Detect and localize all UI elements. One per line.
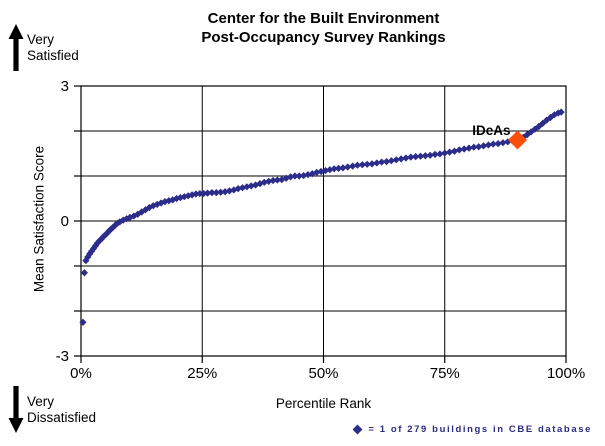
highlight-diamond bbox=[508, 130, 527, 150]
data-point-diamond bbox=[273, 176, 282, 184]
data-point-diamond bbox=[382, 158, 391, 166]
data-point-diamond bbox=[436, 150, 444, 158]
data-point-diamond bbox=[256, 180, 264, 188]
y-tick-label: 0 bbox=[61, 213, 69, 230]
data-point-diamond bbox=[203, 189, 212, 197]
chart-title-line2: Post-Occupancy Survey Rankings bbox=[201, 29, 446, 46]
y-tick-label: 3 bbox=[61, 78, 69, 95]
data-point-diamond bbox=[334, 164, 343, 172]
data-point-diamond bbox=[300, 171, 308, 180]
data-point-diamond bbox=[455, 146, 463, 154]
data-point-diamond bbox=[557, 108, 565, 116]
data-point-diamond bbox=[470, 143, 478, 151]
data-point-diamond bbox=[504, 138, 512, 146]
data-point-diamond bbox=[368, 160, 376, 168]
data-point-diamond bbox=[446, 148, 454, 156]
data-point-diamond bbox=[494, 140, 502, 148]
data-point-diamond bbox=[402, 154, 410, 162]
data-point-diamond bbox=[349, 162, 357, 170]
data-point-diamond bbox=[489, 140, 497, 148]
data-point-diamond bbox=[426, 151, 434, 159]
data-point-diamond bbox=[378, 158, 386, 166]
data-point-diamond bbox=[363, 160, 371, 168]
data-point-diamond bbox=[278, 176, 286, 184]
data-point-diamond bbox=[196, 189, 204, 198]
data-point-diamond bbox=[550, 111, 558, 119]
highlight-label: IDeAs bbox=[472, 123, 510, 138]
very-dissatisfied-line1: Very bbox=[27, 393, 55, 409]
data-point-diamond bbox=[392, 156, 400, 164]
x-tick-label: 75% bbox=[430, 365, 460, 382]
data-point-diamond bbox=[282, 174, 290, 182]
data-point-diamond bbox=[217, 188, 225, 196]
y-tick-label: -3 bbox=[56, 348, 69, 365]
data-point-diamond bbox=[441, 149, 449, 157]
legend: = 1 of 279 buildings in CBE database bbox=[352, 424, 592, 435]
data-point-diamond bbox=[260, 178, 268, 186]
data-point-diamond bbox=[465, 144, 473, 152]
very-satisfied-annotation: Very Satisfied bbox=[8, 24, 79, 71]
data-point-diamond bbox=[286, 173, 295, 181]
data-point-diamond bbox=[79, 318, 87, 326]
data-point-diamond bbox=[387, 157, 395, 165]
data-point-diamond bbox=[412, 153, 420, 161]
data-point-diamond bbox=[397, 155, 405, 163]
data-point-diamond bbox=[80, 269, 88, 277]
data-point-diamond bbox=[313, 168, 321, 176]
data-point-diamond bbox=[295, 172, 303, 180]
down-arrow-icon bbox=[8, 386, 24, 433]
data-point-diamond bbox=[460, 145, 468, 153]
data-point-diamond bbox=[407, 153, 415, 161]
data-point-diamond bbox=[539, 119, 547, 127]
data-point-diamond bbox=[82, 257, 90, 265]
x-tick-label: 25% bbox=[187, 365, 217, 382]
y-axis-title: Mean Satisfaction Score bbox=[31, 145, 47, 293]
data-point-diamond bbox=[416, 152, 425, 160]
data-point-diamond bbox=[373, 159, 381, 167]
data-point-diamond bbox=[546, 113, 555, 122]
chart-title: Center for the Built Environment Post-Oc… bbox=[81, 9, 566, 47]
data-point-diamond bbox=[208, 189, 216, 197]
very-dissatisfied-line2: Dissatisfied bbox=[27, 409, 97, 425]
data-point-diamond bbox=[479, 142, 488, 150]
data-point-diamond bbox=[212, 189, 220, 197]
data-point-diamond bbox=[252, 181, 260, 189]
data-point-diamond bbox=[475, 143, 483, 151]
chart-title-line1: Center for the Built Environment bbox=[207, 10, 440, 27]
data-point-diamond bbox=[353, 161, 362, 169]
data-point-diamond bbox=[421, 152, 429, 160]
data-point-diamond bbox=[543, 116, 551, 124]
data-point-diamond bbox=[330, 165, 338, 173]
data-point-diamond bbox=[431, 150, 439, 158]
data-point-diamond bbox=[339, 164, 347, 172]
data-point-diamond bbox=[344, 163, 352, 171]
data-point-diamond bbox=[358, 161, 366, 169]
very-dissatisfied-text: Very Dissatisfied bbox=[27, 394, 96, 426]
data-point-diamond bbox=[269, 176, 277, 185]
very-satisfied-text: Very Satisfied bbox=[27, 32, 79, 64]
data-point-diamond bbox=[113, 219, 121, 227]
legend-text: = 1 of 279 buildings in CBE database bbox=[368, 424, 592, 435]
plot-frame bbox=[80, 85, 567, 357]
x-tick-label: 100% bbox=[547, 365, 585, 382]
x-tick-label: 0% bbox=[70, 365, 92, 382]
data-point-diamond bbox=[554, 109, 562, 117]
very-satisfied-line1: Very bbox=[27, 31, 55, 47]
data-point-diamond bbox=[308, 170, 316, 178]
very-satisfied-line2: Satisfied bbox=[27, 47, 79, 63]
very-dissatisfied-annotation: Very Dissatisfied bbox=[8, 386, 96, 433]
data-point-diamond bbox=[484, 141, 492, 149]
x-axis-title: Percentile Rank bbox=[275, 396, 372, 411]
up-arrow-icon bbox=[8, 24, 24, 71]
x-tick-label: 50% bbox=[308, 365, 338, 382]
legend-diamond-icon bbox=[352, 424, 363, 435]
data-point-diamond bbox=[291, 172, 299, 180]
data-point-diamond bbox=[499, 139, 507, 147]
